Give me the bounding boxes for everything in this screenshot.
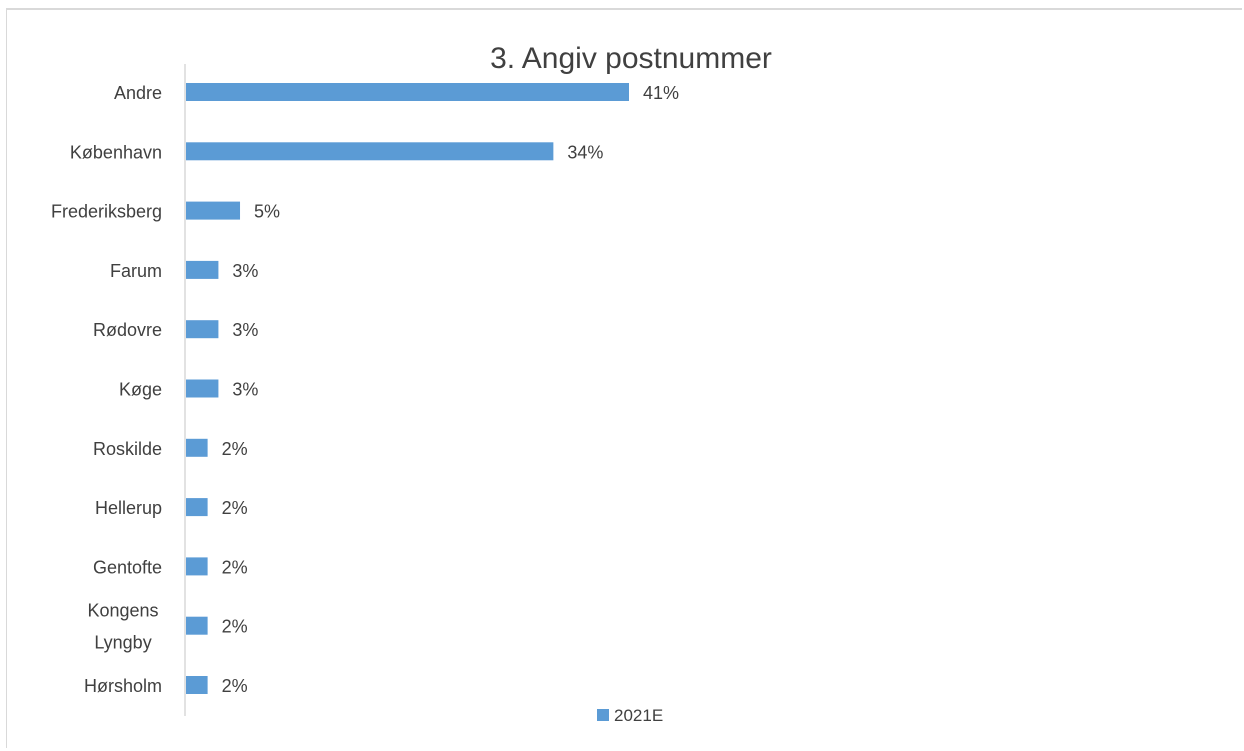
data-label: 34% bbox=[567, 142, 603, 162]
data-label: 5% bbox=[254, 202, 280, 222]
category-label: Farum bbox=[110, 261, 162, 281]
category-label: Hørsholm bbox=[84, 676, 162, 696]
category-label: Hellerup bbox=[95, 498, 162, 518]
category-label: Rødovre bbox=[93, 320, 162, 340]
bar bbox=[186, 617, 208, 635]
category-label: Køge bbox=[119, 380, 162, 400]
legend-swatch bbox=[597, 709, 609, 721]
legend: 2021E bbox=[597, 706, 663, 725]
bar bbox=[186, 676, 208, 694]
chart-title: 3. Angiv postnummer bbox=[490, 42, 772, 75]
data-label: 2% bbox=[222, 557, 248, 577]
data-label: 3% bbox=[232, 261, 258, 281]
data-label: 41% bbox=[643, 83, 679, 103]
data-label: 2% bbox=[222, 498, 248, 518]
data-label: 2% bbox=[222, 617, 248, 637]
data-label: 2% bbox=[222, 439, 248, 459]
bar bbox=[186, 261, 218, 279]
bar bbox=[186, 498, 208, 516]
legend-label: 2021E bbox=[614, 706, 663, 725]
bar bbox=[186, 320, 218, 338]
bar bbox=[186, 439, 208, 457]
category-label: Roskilde bbox=[93, 439, 162, 459]
bar bbox=[186, 557, 208, 575]
bar bbox=[186, 202, 240, 220]
category-label: Andre bbox=[114, 83, 162, 103]
bars-group: 41% Andre 34% København 5% Frederiksberg 3% Far… bbox=[51, 83, 679, 696]
bar bbox=[186, 83, 629, 101]
category-label: Frederiksberg bbox=[51, 202, 162, 222]
data-label: 2% bbox=[222, 676, 248, 696]
data-label: 3% bbox=[232, 320, 258, 340]
bar bbox=[186, 142, 553, 160]
category-label: Kongens Lyngby bbox=[87, 601, 158, 653]
bar bbox=[186, 380, 218, 398]
data-label: 3% bbox=[232, 380, 258, 400]
category-label: Gentofte bbox=[93, 557, 162, 577]
category-label: København bbox=[70, 142, 162, 162]
